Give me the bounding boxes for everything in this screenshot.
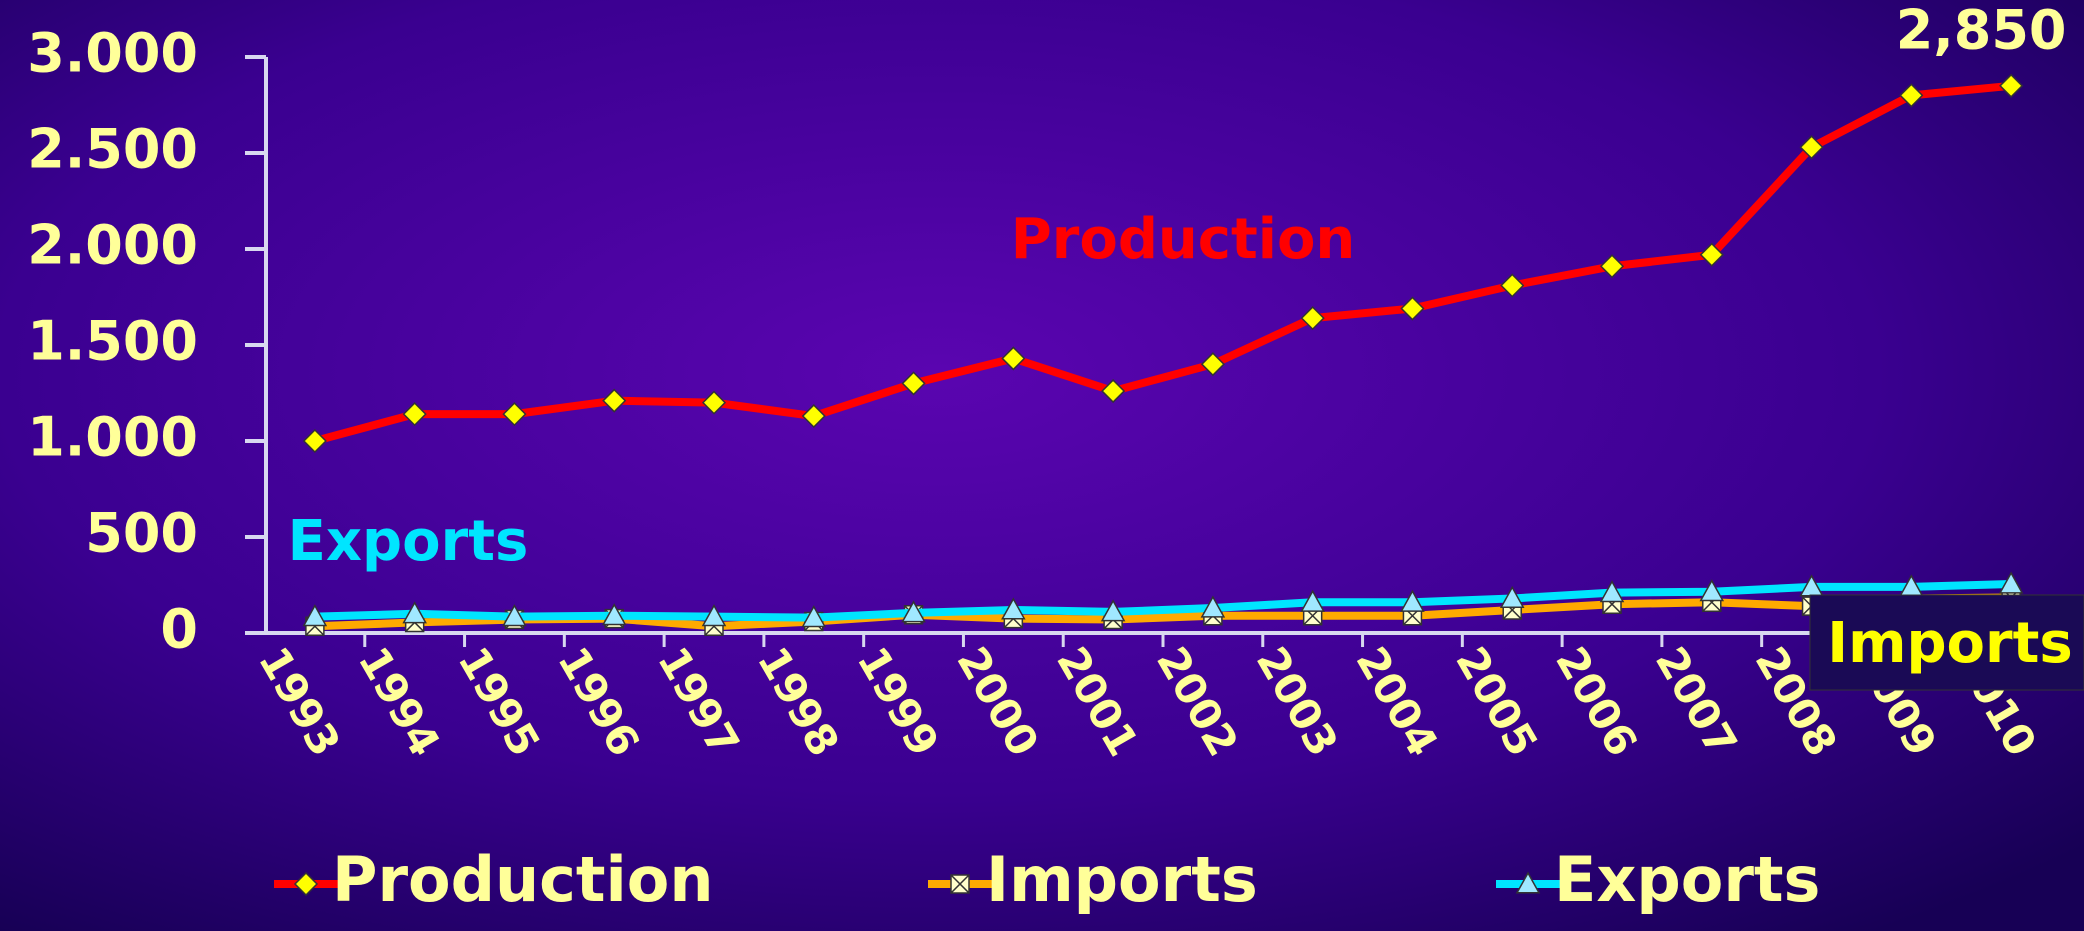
legend-label: Production: [332, 843, 714, 916]
annotation: Production: [1011, 207, 1356, 272]
y-tick-label: 1.500: [27, 310, 198, 373]
series-line: [313, 81, 2012, 445]
marker: [302, 428, 327, 454]
marker: [1001, 346, 1026, 371]
marker: [402, 402, 427, 427]
annotation: Imports: [1827, 611, 2072, 676]
marker: [601, 603, 627, 626]
marker: [302, 604, 328, 627]
marker: [1599, 580, 1625, 603]
marker: [901, 371, 926, 396]
y-tick-label: 2.500: [27, 118, 198, 181]
marker: [1998, 571, 2024, 594]
series-line: [314, 580, 2012, 622]
marker: [1699, 242, 1724, 267]
marker: [502, 402, 527, 427]
markers: [302, 73, 2024, 454]
marker: [1300, 306, 1325, 331]
marker: [402, 601, 427, 624]
marker: [1400, 296, 1425, 321]
y-tick-label: 500: [85, 502, 198, 565]
marker: [801, 403, 826, 429]
value-label: 2,850: [1896, 0, 2067, 61]
annotation: Exports: [288, 509, 529, 574]
marker: [1899, 83, 1924, 108]
marker: [1300, 589, 1325, 612]
marker: [602, 388, 627, 413]
y-tick-label: 1.000: [27, 406, 198, 469]
marker: [1515, 871, 1541, 894]
marker: [1200, 595, 1226, 618]
marker: [1500, 273, 1525, 298]
marker: [701, 390, 727, 415]
marker: [293, 871, 319, 897]
y-tick-label: 0: [160, 598, 198, 661]
legend-label: Exports: [1554, 843, 1820, 916]
marker: [1999, 73, 2024, 98]
marker: [950, 874, 970, 894]
marker: [1200, 352, 1225, 377]
marker: [502, 604, 527, 627]
markers: [302, 571, 2024, 628]
marker: [1499, 585, 1525, 608]
marker: [1400, 589, 1425, 612]
marker: [1699, 579, 1725, 602]
annotation-box: [1809, 594, 2084, 691]
legend-label: Imports: [986, 843, 1258, 916]
marker: [1101, 379, 1126, 404]
marker: [701, 604, 727, 627]
y-tick-label: 3.000: [27, 22, 198, 85]
marker: [901, 600, 926, 623]
marker: [801, 605, 827, 628]
marker: [1599, 254, 1625, 279]
y-tick-label: 2.000: [27, 214, 198, 277]
marker: [1100, 599, 1126, 622]
marker: [1001, 597, 1026, 620]
marker: [1799, 135, 1824, 160]
